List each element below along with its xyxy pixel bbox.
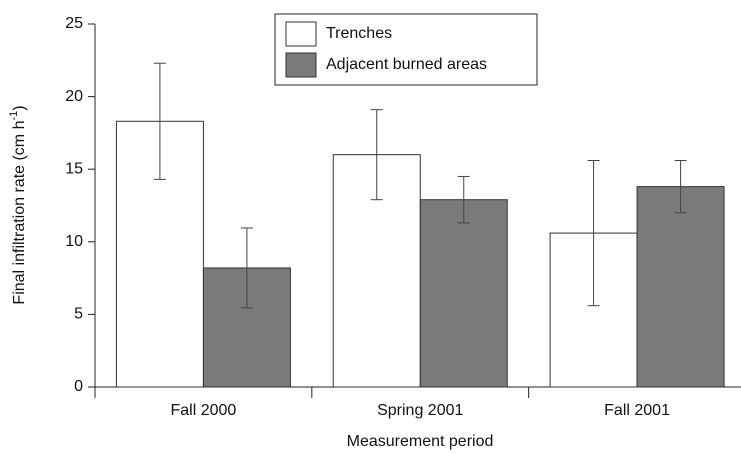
legend-label: Adjacent burned areas (326, 56, 487, 73)
y-axis-label-sup: -1 (8, 111, 20, 121)
x-tick-label: Spring 2001 (377, 402, 463, 419)
y-tick-label: 10 (65, 233, 83, 250)
y-tick-label: 0 (74, 378, 83, 395)
y-axis-label-end: ) (11, 105, 28, 110)
bar (332, 154, 421, 388)
y-axis-label: Final infiltration rate (cm h-1) (8, 105, 28, 304)
legend-swatch (285, 52, 317, 78)
x-tick-label: Fall 2001 (604, 402, 670, 419)
bar (419, 199, 508, 388)
y-tick-label: 5 (74, 306, 83, 323)
legend-box (274, 13, 538, 86)
x-axis-label: Measurement period (347, 433, 494, 450)
bar (636, 186, 725, 388)
y-tick-label: 15 (65, 160, 83, 177)
y-axis-label-main: Final infiltration rate (cm h (11, 121, 28, 305)
legend-label: Trenches (326, 25, 392, 42)
y-tick-label: 20 (65, 88, 83, 105)
x-tick-label: Fall 2000 (171, 402, 237, 419)
legend-swatch (285, 21, 317, 47)
y-tick-label: 25 (65, 15, 83, 32)
